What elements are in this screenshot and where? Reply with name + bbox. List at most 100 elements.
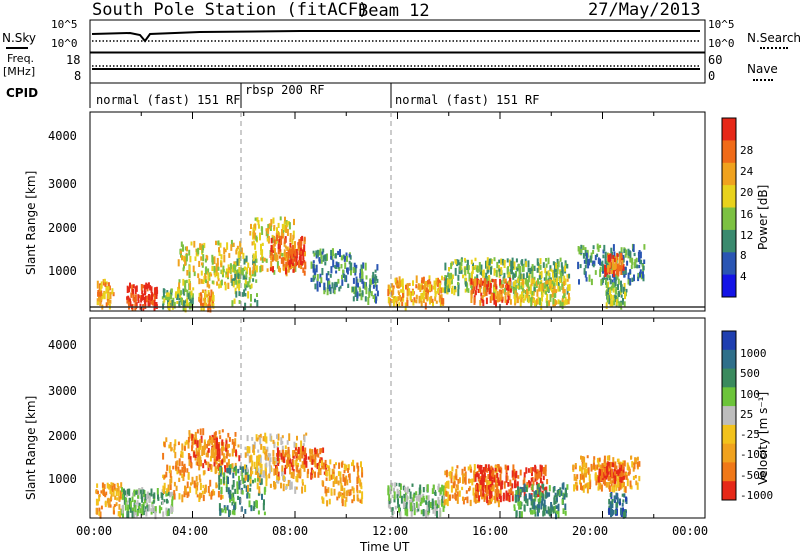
- velocity-cell-0-18: [117, 490, 120, 497]
- velocity-cell-9-124: [456, 496, 459, 504]
- noise-tick-low-left: 10^0: [51, 37, 78, 50]
- power-cell-12-244: [551, 280, 554, 285]
- velocity-cell-6-72: [295, 458, 298, 462]
- velocity-cell-0-65: [97, 490, 99, 495]
- power-cell-1-13: [132, 284, 135, 289]
- velocity-cell-8-39: [404, 506, 407, 511]
- velocity-cell-2-137: [183, 465, 185, 469]
- power-cell-12-162: [479, 270, 482, 275]
- power-cell-13-76: [482, 280, 484, 286]
- velocity-cell-3-6: [194, 431, 197, 436]
- power-cell-10-68: [361, 278, 364, 284]
- power-cell-12-78: [457, 274, 460, 281]
- power-cell-7-51: [303, 236, 306, 242]
- power-cell-11-148: [422, 290, 425, 296]
- freq-tick-high: 18: [66, 53, 81, 67]
- velocity-cell-2-55: [173, 449, 176, 453]
- velocity-cell-5-70: [297, 463, 300, 467]
- power-cell-15-149: [597, 245, 600, 252]
- velocity-cell-8-147: [431, 501, 434, 510]
- power-cell-12-335: [539, 258, 542, 265]
- velocity-cell-2-117: [191, 441, 194, 449]
- velocity-cell-0-24: [112, 482, 115, 487]
- power-cell-1-44: [140, 284, 143, 291]
- power-cell-3-106: [226, 242, 229, 250]
- velocity-cell-5-98: [295, 476, 298, 482]
- power-cell-9-65: [338, 287, 341, 292]
- power-cell-14-96: [535, 298, 538, 305]
- power-cell-5-37: [248, 277, 251, 283]
- power-cell-3-52: [239, 241, 242, 247]
- power-cell-7-23: [283, 257, 286, 261]
- power-cell-3-54: [233, 261, 236, 267]
- power-cell-12-160: [531, 264, 534, 269]
- velocity-cell-3-14: [188, 433, 191, 439]
- velocity-cell-6-97: [311, 471, 314, 479]
- power-cell-14-137: [524, 294, 527, 301]
- power-cell-10-40: [355, 264, 358, 269]
- power-cell-3-146: [211, 265, 214, 271]
- power-cell-8-11: [296, 261, 299, 266]
- power-cell-3-145: [240, 247, 243, 255]
- velocity-cell-11-93: [553, 495, 556, 502]
- power-cell-13-91: [507, 284, 510, 292]
- velocity-cell-4-19: [232, 472, 235, 479]
- power-cell-11-92: [443, 277, 446, 281]
- power-cell-12-1: [474, 257, 477, 262]
- velocity-cell-5-101: [303, 435, 306, 443]
- power-cell-12-67: [498, 259, 501, 264]
- velocity-tick-m1000: -1000: [740, 489, 774, 502]
- power-cell-14-139: [522, 298, 525, 303]
- velocity-cell-5-129: [248, 446, 251, 454]
- power-cell-11-94: [402, 285, 404, 293]
- power-cell-11-0: [400, 279, 403, 287]
- velocity-cell-3-129: [224, 468, 227, 473]
- velocity-cell-4-83: [258, 491, 261, 496]
- power-cell-3-79: [211, 254, 214, 263]
- power-cell-12-142: [519, 272, 522, 280]
- velocity-cell-10-94: [500, 467, 503, 474]
- velocity-cell-5-61: [265, 478, 268, 487]
- velocity-cell-0-60: [113, 510, 115, 515]
- power-cell-12-88: [447, 279, 450, 284]
- velocity-cell-6-75: [319, 459, 322, 463]
- velocity-cell-9-123: [461, 468, 464, 476]
- velocity-cell-2-141: [202, 494, 205, 502]
- velocity-cell-9-35: [494, 479, 497, 488]
- power-cell-13-51: [505, 299, 508, 306]
- power-cell-10-38: [362, 281, 365, 289]
- velocity-cell-3-126: [207, 467, 210, 471]
- velocity-cell-5-31: [259, 455, 262, 464]
- velocity-cell-6-86: [298, 469, 301, 474]
- velocity-cell-10-178: [539, 477, 542, 484]
- velocity-cell-7-57: [326, 488, 329, 493]
- velocity-cell-13-65: [601, 472, 604, 479]
- velocity-cell-5-145: [265, 474, 268, 481]
- power-cell-2-83: [162, 290, 165, 298]
- power-cell-12-307: [508, 271, 511, 278]
- power-cell-17-29: [617, 284, 619, 290]
- power-cell-3-172: [180, 250, 182, 254]
- velocity-cell-12-179: [628, 466, 631, 472]
- velocity-cell-4-52: [261, 493, 263, 500]
- power-cell-8-25: [295, 251, 298, 259]
- velocity-cell-10-177: [478, 495, 481, 502]
- xtick-2400: 00:00: [672, 524, 709, 538]
- velocity-cell-3-56: [216, 453, 219, 460]
- power-cell-6-74: [291, 238, 294, 245]
- power-cell-16-44: [612, 267, 615, 272]
- velocity-cell-5-55: [253, 450, 256, 456]
- x-axis-label: Time UT: [360, 540, 410, 554]
- power-cell-13-92: [501, 299, 504, 303]
- power-cell-11-113: [409, 292, 412, 300]
- power-cell-3-122: [184, 256, 187, 262]
- velocity-cell-10-56: [534, 477, 537, 482]
- power-cell-9-82: [348, 260, 351, 265]
- power-cell-15-99: [613, 251, 616, 257]
- velocity-cell-12-42: [608, 485, 611, 492]
- power-cell-14-32: [539, 281, 542, 286]
- power-cell-3-165: [197, 247, 200, 255]
- velocity-cell-1-134: [139, 489, 142, 494]
- velocity-cell-2-157: [176, 460, 179, 466]
- velocity-cell-0-22: [106, 482, 109, 489]
